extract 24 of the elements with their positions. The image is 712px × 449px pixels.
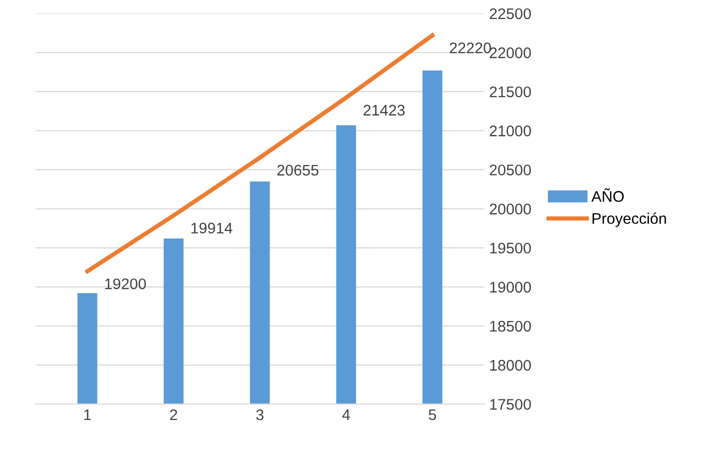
x-tick-label: 1 <box>84 410 91 420</box>
y-tick-label: 17500 <box>490 398 531 410</box>
x-tick-label: 4 <box>342 410 350 420</box>
y-tick-label: 18000 <box>490 360 531 371</box>
line-series <box>85 33 434 274</box>
x-tick-label: 3 <box>256 409 264 420</box>
y-tick-label: 21000 <box>490 126 531 136</box>
legend-label: Proyección <box>592 212 666 227</box>
y-tick-label: 22500 <box>490 8 531 20</box>
x-tick-label: 5 <box>428 410 436 420</box>
data-label: 21423 <box>364 104 405 116</box>
data-label: 22220 <box>450 42 491 54</box>
y-tick-label: 21500 <box>490 86 531 98</box>
x-tick-label: 2 <box>170 409 178 420</box>
data-label: 19914 <box>191 222 232 234</box>
y-tick-label: 20000 <box>490 204 531 214</box>
y-tick-label: 19000 <box>490 282 531 293</box>
y-tick-label: 19500 <box>490 242 531 254</box>
data-label: 19200 <box>105 278 146 290</box>
data-label: 20655 <box>277 164 318 176</box>
y-tick-label: 20500 <box>490 164 531 176</box>
y-tick-label: 22000 <box>490 47 531 58</box>
y-tick-label: 18500 <box>490 320 531 332</box>
legend-label: AÑO <box>591 188 624 202</box>
